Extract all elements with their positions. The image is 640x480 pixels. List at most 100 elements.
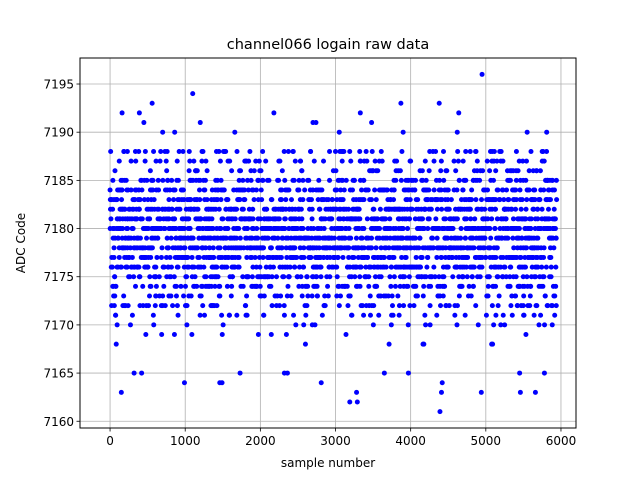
data-point bbox=[399, 254, 405, 260]
data-point bbox=[298, 274, 304, 280]
data-point bbox=[203, 158, 209, 164]
data-point bbox=[377, 226, 383, 232]
data-point bbox=[494, 216, 500, 222]
data-point bbox=[436, 274, 442, 280]
data-point bbox=[523, 206, 529, 212]
data-point bbox=[149, 100, 155, 106]
data-point bbox=[225, 226, 231, 232]
data-point bbox=[231, 264, 237, 270]
data-point bbox=[250, 264, 256, 270]
data-point bbox=[493, 312, 499, 318]
data-point bbox=[164, 168, 170, 174]
data-point bbox=[121, 148, 127, 154]
data-point bbox=[520, 303, 526, 309]
data-point bbox=[252, 254, 258, 260]
data-point bbox=[139, 216, 145, 222]
data-point bbox=[159, 245, 165, 251]
data-point bbox=[535, 235, 541, 241]
data-point bbox=[242, 187, 248, 193]
data-point bbox=[301, 245, 307, 251]
data-point bbox=[169, 206, 175, 212]
data-point bbox=[460, 274, 466, 280]
data-point bbox=[321, 254, 327, 260]
data-point bbox=[116, 254, 122, 260]
data-point bbox=[127, 245, 133, 251]
data-point bbox=[427, 322, 433, 328]
data-point bbox=[257, 283, 263, 289]
data-point bbox=[534, 168, 540, 174]
data-point bbox=[421, 341, 427, 347]
data-point bbox=[532, 389, 538, 395]
data-point bbox=[294, 254, 300, 260]
data-point bbox=[298, 158, 304, 164]
data-point bbox=[166, 216, 172, 222]
data-point bbox=[301, 322, 307, 328]
data-point bbox=[526, 168, 532, 174]
data-point bbox=[441, 274, 447, 280]
data-point bbox=[543, 264, 549, 270]
y-tick-label: 7185 bbox=[43, 174, 74, 188]
data-point bbox=[528, 216, 534, 222]
data-point bbox=[482, 235, 488, 241]
data-point bbox=[405, 283, 411, 289]
data-point bbox=[352, 274, 358, 280]
data-point bbox=[482, 206, 488, 212]
data-point bbox=[316, 245, 322, 251]
data-point bbox=[204, 168, 210, 174]
data-point bbox=[182, 245, 188, 251]
data-point bbox=[202, 312, 208, 318]
y-axis-ticks: 7160 7165 7170 7175 7180 7185 7190 7195 bbox=[43, 78, 80, 429]
data-point bbox=[164, 148, 170, 154]
data-point bbox=[308, 197, 314, 203]
data-point bbox=[298, 206, 304, 212]
data-point bbox=[396, 312, 402, 318]
data-point bbox=[225, 197, 231, 203]
data-point bbox=[144, 235, 150, 241]
data-point bbox=[513, 274, 519, 280]
data-point bbox=[260, 148, 266, 154]
data-point bbox=[552, 216, 558, 222]
data-point bbox=[158, 254, 164, 260]
data-point bbox=[463, 264, 469, 270]
data-point bbox=[489, 216, 495, 222]
data-point bbox=[196, 187, 202, 193]
data-point bbox=[162, 303, 168, 309]
data-point bbox=[535, 264, 541, 270]
data-point bbox=[197, 197, 203, 203]
data-point bbox=[111, 245, 117, 251]
data-point bbox=[186, 148, 192, 154]
data-point bbox=[274, 274, 280, 280]
data-point bbox=[119, 187, 125, 193]
data-point bbox=[219, 332, 225, 338]
data-point bbox=[359, 187, 365, 193]
data-point bbox=[318, 380, 324, 386]
data-point bbox=[192, 274, 198, 280]
data-point bbox=[186, 216, 192, 222]
data-point bbox=[176, 148, 182, 154]
data-point bbox=[209, 216, 215, 222]
data-point bbox=[375, 216, 381, 222]
data-point bbox=[493, 197, 499, 203]
data-point bbox=[237, 370, 243, 376]
data-point bbox=[456, 177, 462, 183]
data-point bbox=[551, 187, 557, 193]
data-point bbox=[405, 322, 411, 328]
data-point bbox=[498, 148, 504, 154]
data-point bbox=[319, 312, 325, 318]
data-point bbox=[455, 148, 461, 154]
data-point bbox=[438, 254, 444, 260]
data-point bbox=[477, 274, 483, 280]
data-point bbox=[311, 226, 317, 232]
data-point bbox=[253, 187, 259, 193]
data-point bbox=[278, 293, 284, 299]
data-point bbox=[475, 322, 481, 328]
data-point bbox=[502, 264, 508, 270]
data-point bbox=[218, 226, 224, 232]
data-point bbox=[343, 332, 349, 338]
data-point bbox=[439, 380, 445, 386]
data-point bbox=[361, 177, 367, 183]
data-point bbox=[497, 197, 503, 203]
data-point bbox=[454, 187, 460, 193]
data-point bbox=[388, 322, 394, 328]
data-point bbox=[214, 303, 220, 309]
